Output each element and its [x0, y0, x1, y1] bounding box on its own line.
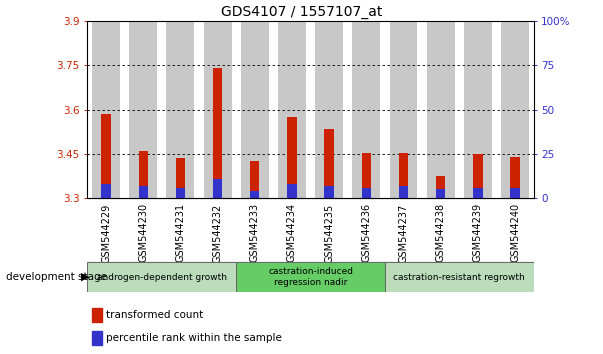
- Bar: [92, 21, 120, 198]
- Bar: [287, 184, 297, 198]
- Bar: [175, 188, 185, 198]
- Bar: [427, 21, 455, 198]
- Text: GSM544233: GSM544233: [250, 203, 260, 262]
- Bar: [139, 151, 148, 198]
- Bar: [501, 21, 529, 198]
- Text: GSM544238: GSM544238: [436, 203, 446, 262]
- Bar: [362, 188, 371, 198]
- Bar: [464, 21, 492, 198]
- Bar: [436, 189, 446, 198]
- Bar: [204, 21, 232, 198]
- Bar: [399, 186, 408, 198]
- Bar: [129, 21, 157, 198]
- Bar: [473, 154, 482, 198]
- Bar: [87, 262, 236, 292]
- Bar: [324, 129, 334, 198]
- Text: GSM544240: GSM544240: [510, 203, 520, 262]
- Bar: [352, 21, 380, 198]
- Text: transformed count: transformed count: [106, 310, 203, 320]
- Bar: [315, 21, 343, 198]
- Bar: [236, 262, 385, 292]
- Bar: [510, 157, 520, 198]
- Bar: [250, 161, 259, 198]
- Bar: [287, 117, 297, 198]
- Bar: [166, 21, 194, 198]
- Text: ▶: ▶: [81, 272, 90, 282]
- Bar: [324, 186, 334, 198]
- Text: GSM544239: GSM544239: [473, 203, 483, 262]
- Bar: [385, 262, 534, 292]
- Text: GSM544231: GSM544231: [175, 203, 185, 262]
- Bar: [436, 176, 446, 198]
- Text: GSM544237: GSM544237: [399, 203, 408, 263]
- Bar: [510, 188, 520, 198]
- Bar: [213, 68, 223, 198]
- Bar: [92, 308, 102, 322]
- Bar: [175, 158, 185, 198]
- Bar: [250, 191, 259, 198]
- Text: GSM544235: GSM544235: [324, 203, 334, 263]
- Text: GSM544234: GSM544234: [287, 203, 297, 262]
- Text: castration-resistant regrowth: castration-resistant regrowth: [393, 273, 525, 281]
- Bar: [362, 153, 371, 198]
- Bar: [473, 188, 482, 198]
- Text: androgen-dependent growth: androgen-dependent growth: [97, 273, 227, 281]
- Bar: [101, 184, 111, 198]
- Bar: [92, 331, 102, 345]
- Text: GSM544232: GSM544232: [213, 203, 223, 263]
- Bar: [241, 21, 269, 198]
- Text: castration-induced
regression nadir: castration-induced regression nadir: [268, 267, 353, 287]
- Bar: [101, 114, 111, 198]
- Bar: [139, 186, 148, 198]
- Text: GSM544230: GSM544230: [138, 203, 148, 262]
- Text: development stage: development stage: [6, 272, 107, 282]
- Text: GSM544229: GSM544229: [101, 203, 111, 263]
- Bar: [390, 21, 417, 198]
- Bar: [213, 179, 223, 198]
- Text: GDS4107 / 1557107_at: GDS4107 / 1557107_at: [221, 5, 382, 19]
- Text: percentile rank within the sample: percentile rank within the sample: [106, 333, 282, 343]
- Bar: [278, 21, 306, 198]
- Bar: [399, 153, 408, 198]
- Text: GSM544236: GSM544236: [361, 203, 371, 262]
